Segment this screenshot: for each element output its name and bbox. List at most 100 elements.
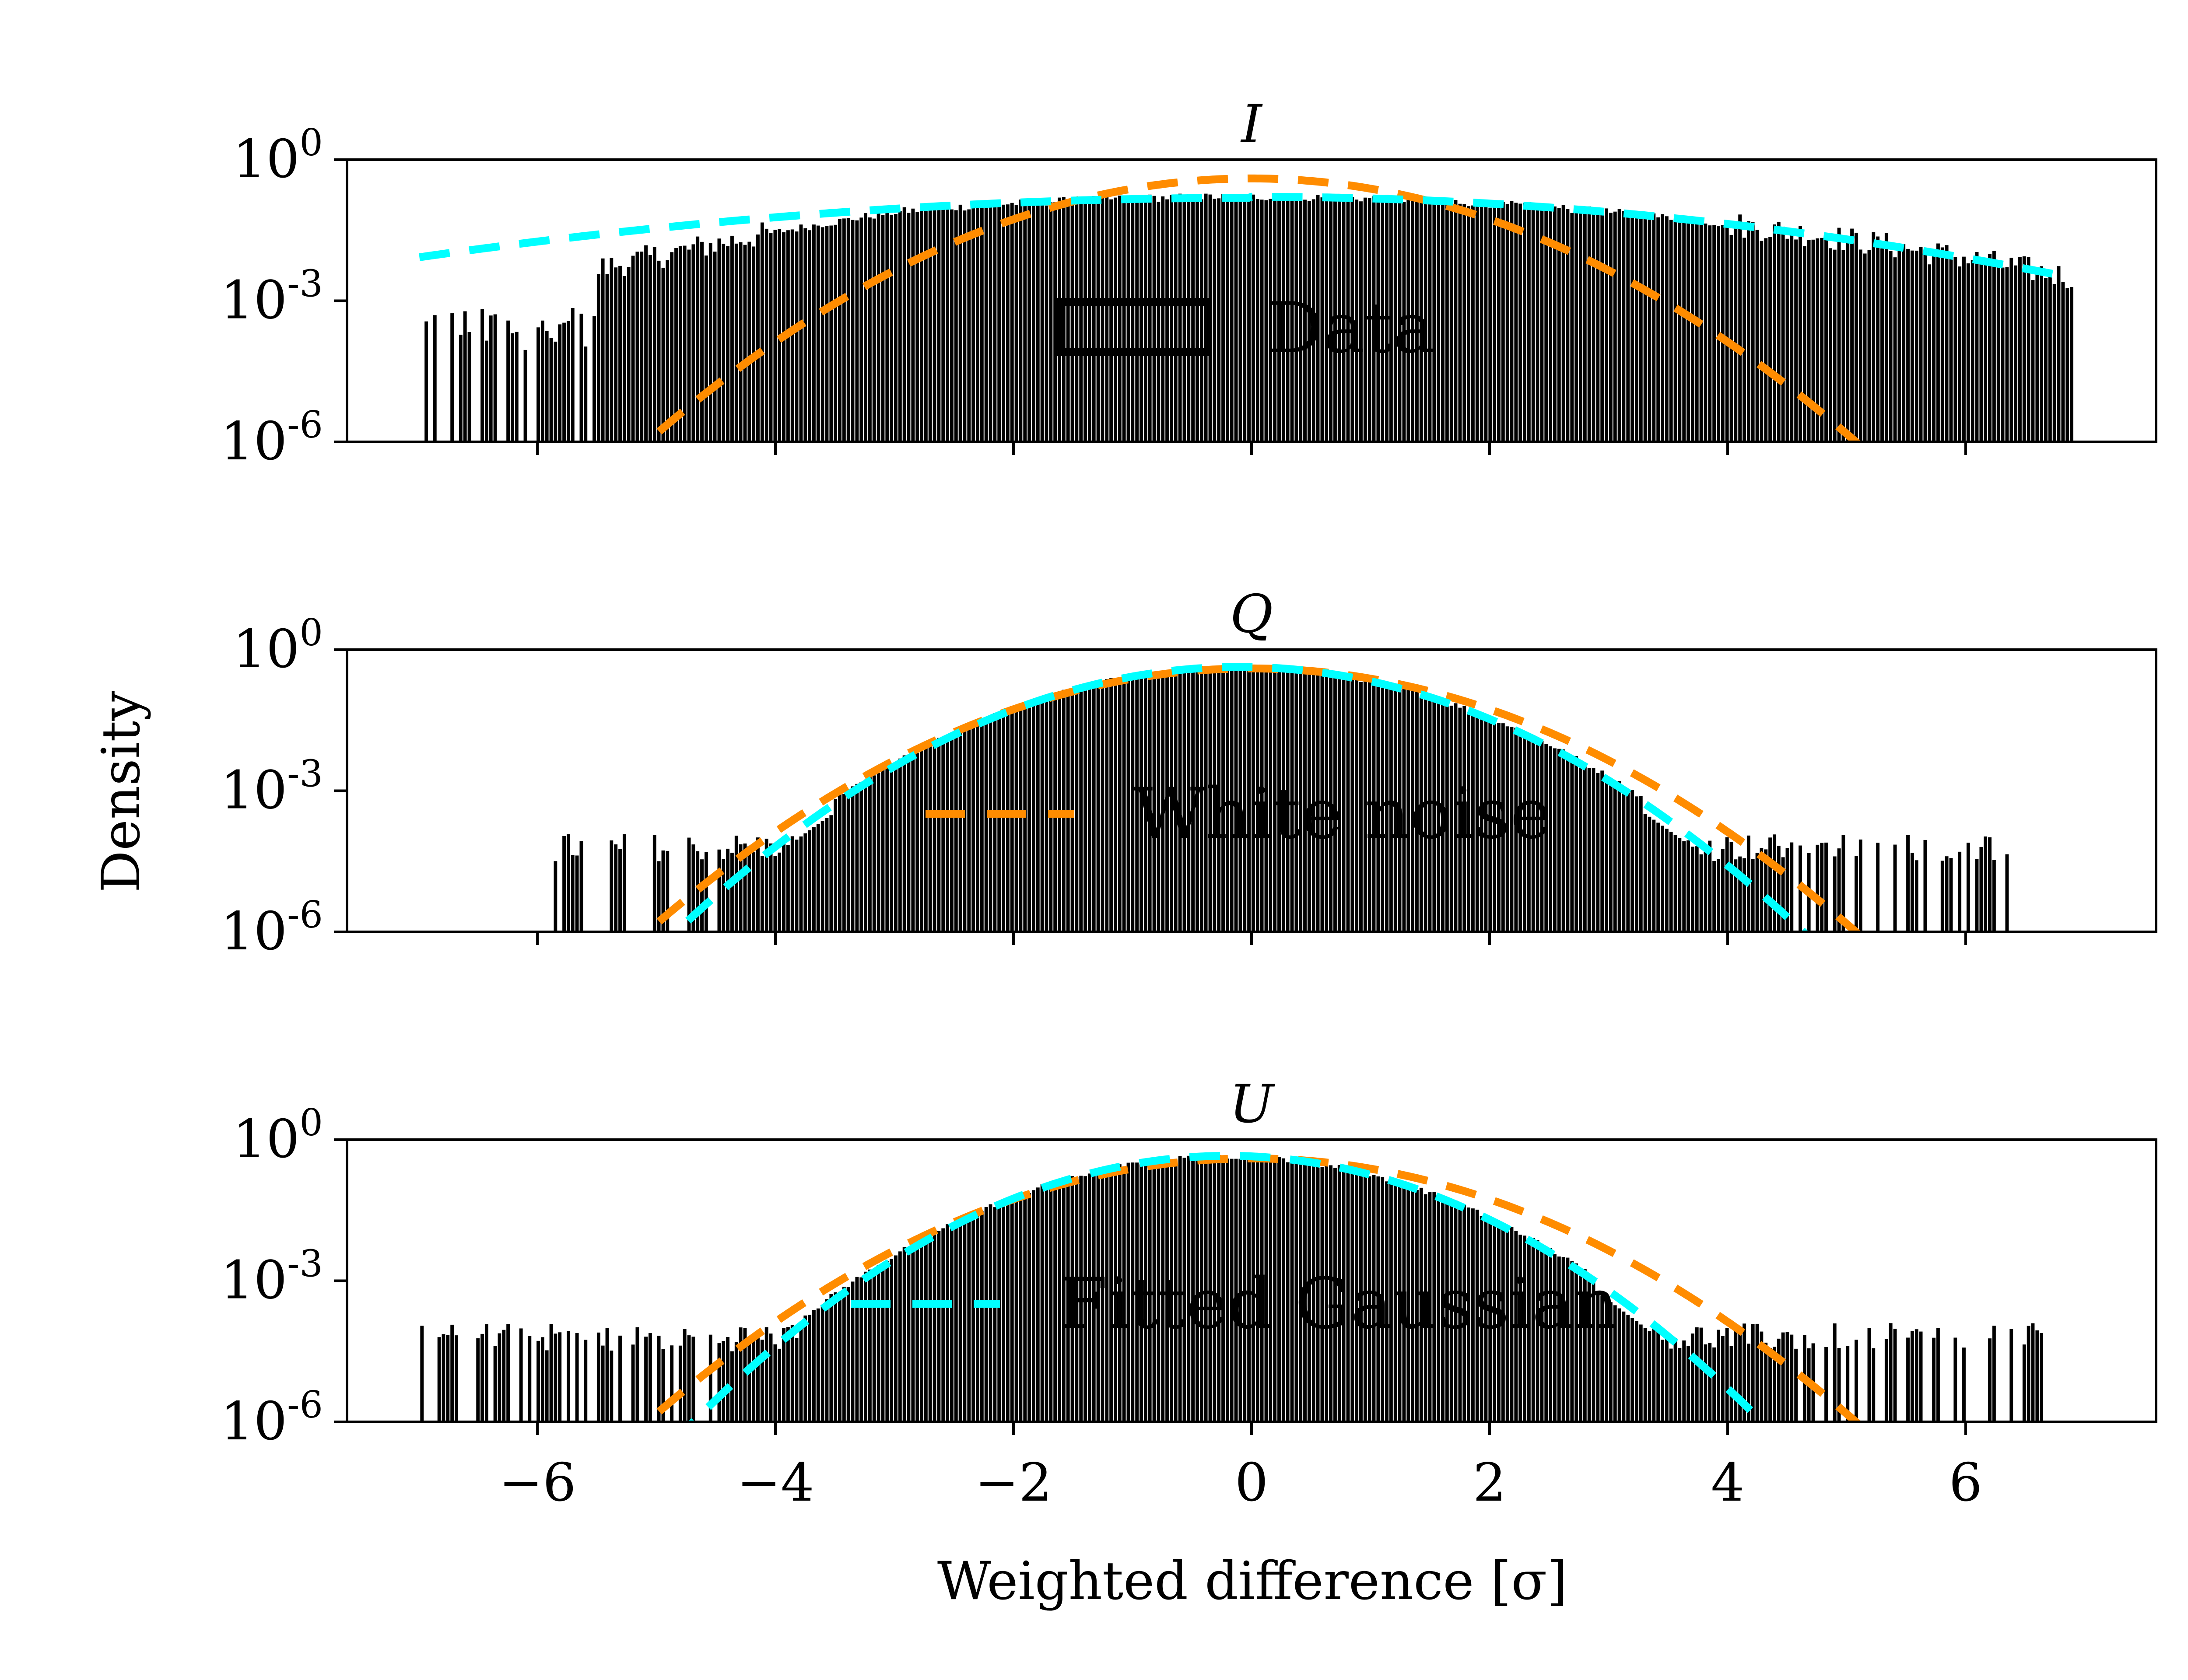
data-bar xyxy=(976,719,979,932)
data-bar xyxy=(1816,844,1820,932)
data-bar xyxy=(1699,223,1703,442)
data-bar xyxy=(1230,195,1234,442)
data-bar xyxy=(846,1287,850,1422)
data-bar xyxy=(756,234,760,442)
data-bar xyxy=(1122,676,1126,932)
data-bar xyxy=(1454,200,1458,442)
data-bar xyxy=(1036,199,1040,442)
data-bar xyxy=(1415,1190,1419,1422)
data-bar xyxy=(635,1327,639,1422)
data-bar xyxy=(1355,680,1359,932)
data-bar xyxy=(601,258,605,442)
data-bar xyxy=(463,311,467,442)
data-bar xyxy=(1557,208,1561,442)
data-bar xyxy=(1161,196,1165,442)
data-bar xyxy=(786,845,790,932)
data-bar xyxy=(1411,1186,1415,1422)
data-bar xyxy=(1837,1348,1841,1422)
data-bar xyxy=(1187,667,1191,932)
data-bar xyxy=(1652,1325,1656,1422)
data-bar xyxy=(1734,225,1738,442)
data-bar xyxy=(881,215,885,442)
data-bar xyxy=(1350,197,1354,442)
data-bar xyxy=(937,208,941,442)
data-bar xyxy=(566,834,570,932)
data-bar xyxy=(1669,220,1673,442)
data-bar xyxy=(834,798,838,932)
data-bar xyxy=(1273,1156,1277,1422)
data-bar xyxy=(1126,1162,1130,1422)
data-bar xyxy=(1096,198,1100,442)
data-bar xyxy=(1083,196,1087,442)
data-bar xyxy=(933,739,936,932)
data-bar xyxy=(1118,1164,1122,1422)
data-bar xyxy=(1785,1332,1789,1422)
data-bar xyxy=(1656,217,1660,442)
data-bar xyxy=(958,204,962,442)
data-bar xyxy=(1213,668,1217,932)
data-bar xyxy=(877,773,880,932)
data-bar xyxy=(1704,223,1708,442)
data-bar xyxy=(1311,670,1315,932)
data-bar xyxy=(782,839,785,932)
data-bar xyxy=(928,1236,932,1422)
data-bar xyxy=(778,1348,782,1422)
data-bar xyxy=(1760,1331,1764,1422)
data-bar xyxy=(898,758,902,932)
data-bar xyxy=(1923,250,1927,442)
data-bar xyxy=(605,1328,609,1422)
data-bar xyxy=(1579,1268,1582,1422)
data-bar xyxy=(1169,671,1173,932)
data-bar xyxy=(1661,214,1664,442)
data-bar xyxy=(1006,1197,1010,1422)
data-bar xyxy=(1307,201,1311,442)
data-bar xyxy=(1264,1160,1268,1422)
data-bar xyxy=(1359,1171,1363,1422)
panel-title: U xyxy=(1229,1074,1275,1135)
data-bar xyxy=(2061,282,2065,442)
data-bar xyxy=(1140,1164,1143,1422)
data-bar xyxy=(1208,1154,1212,1422)
data-bar xyxy=(1221,194,1225,442)
data-bar xyxy=(1045,205,1048,442)
data-bar xyxy=(859,217,863,442)
data-bar xyxy=(1652,213,1656,442)
data-bar xyxy=(1157,202,1161,442)
data-bar xyxy=(1772,1347,1776,1422)
data-bar xyxy=(1075,690,1079,932)
data-bar xyxy=(864,779,867,932)
data-bar xyxy=(911,751,915,932)
data-bar xyxy=(989,203,992,442)
data-bar xyxy=(649,1333,652,1422)
y-tick-label: 10-6 xyxy=(220,893,323,962)
data-bar xyxy=(2022,1344,2026,1422)
data-bar xyxy=(820,227,824,442)
data-bar xyxy=(480,309,484,442)
data-bar xyxy=(799,1321,803,1422)
data-bar xyxy=(1510,727,1514,932)
data-bar xyxy=(730,852,734,932)
data-bar xyxy=(661,267,665,442)
data-bar xyxy=(1570,1261,1574,1422)
data-bar xyxy=(484,340,488,442)
data-bar xyxy=(1049,1185,1053,1422)
data-bar xyxy=(1936,243,1940,442)
y-tick-label: 10-6 xyxy=(220,403,323,472)
x-tick-label: −2 xyxy=(975,1452,1052,1513)
data-bar xyxy=(467,332,471,442)
data-bar xyxy=(760,856,764,932)
data-bar xyxy=(1527,1240,1531,1422)
data-bar xyxy=(536,327,540,442)
data-bar xyxy=(670,252,674,442)
data-bar xyxy=(829,1294,833,1422)
data-bar xyxy=(1415,201,1419,442)
data-bar xyxy=(1346,1170,1350,1422)
data-bar xyxy=(2018,256,2022,442)
data-bar xyxy=(1596,773,1600,932)
data-bar xyxy=(760,1340,764,1422)
data-bar xyxy=(1704,848,1708,932)
data-bar xyxy=(1165,199,1169,442)
data-bar xyxy=(1066,1176,1070,1422)
data-bar xyxy=(984,203,988,442)
data-bar xyxy=(1217,668,1221,932)
